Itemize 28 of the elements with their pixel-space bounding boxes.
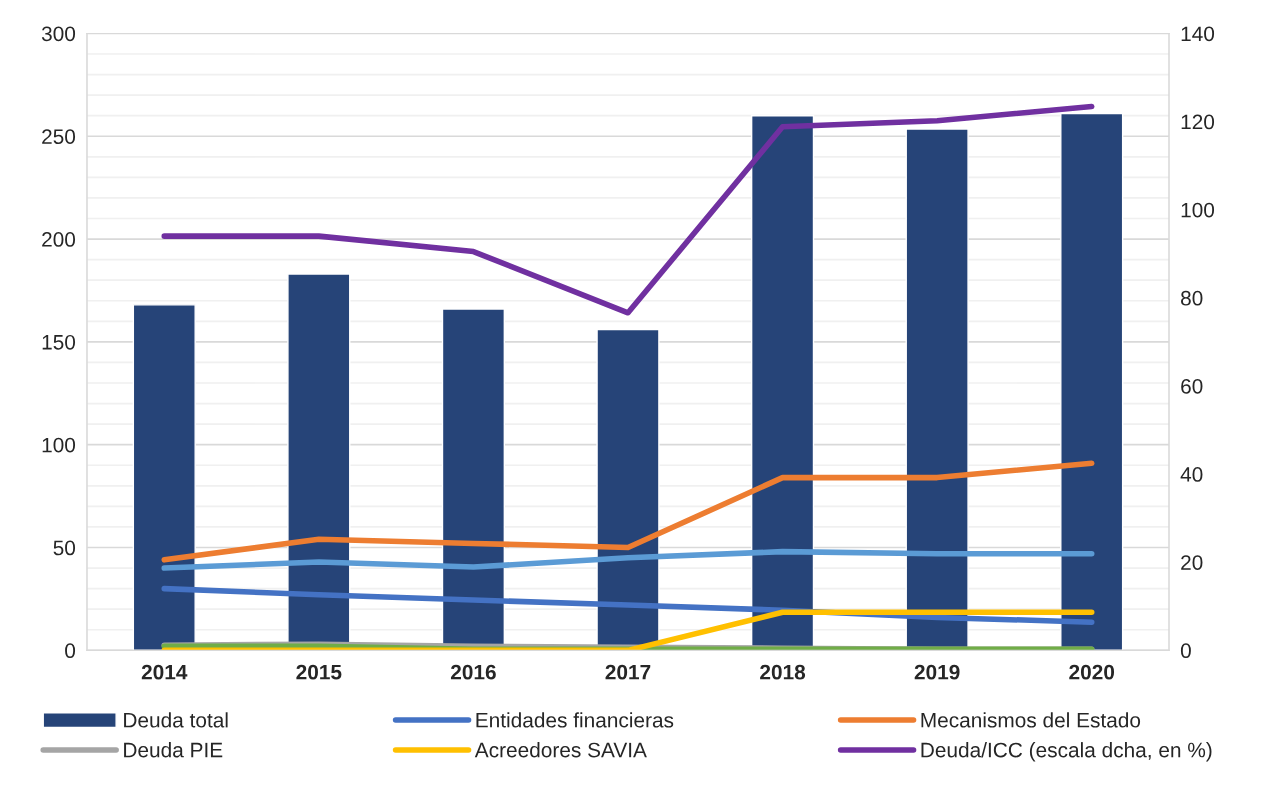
- x-tick-label: 2018: [760, 664, 806, 680]
- y2-tick-label: 20: [1181, 555, 1203, 570]
- y2-tick-label: 120: [1181, 114, 1215, 130]
- y2-tick-label: 40: [1180, 467, 1203, 482]
- legend-label: Deuda PIE: [124, 742, 223, 758]
- y2-tick-label: 140: [1181, 26, 1215, 42]
- y-tick-label: 200: [42, 232, 76, 247]
- x-tick-label: 2015: [296, 664, 342, 680]
- x-tick-label: 2014: [141, 664, 188, 680]
- x-tick-label: 2019: [914, 664, 960, 680]
- y-tick-label: 150: [42, 334, 76, 350]
- y-tick-label: 300: [41, 26, 76, 42]
- legend-label: Deuda total: [124, 712, 228, 728]
- legend-label: Entidades financieras: [476, 712, 674, 728]
- y-tick-label: 50: [53, 540, 76, 556]
- y2-tick-label: 60: [1181, 378, 1203, 394]
- x-tick-label: 2020: [1069, 664, 1115, 680]
- legend-label: Deuda/ICC (escala dcha, en %): [921, 742, 1212, 762]
- y2-tick-label: 0: [1180, 643, 1191, 659]
- legend-label: Mecanismos del Estado: [921, 712, 1141, 728]
- y-tick-label: 250: [42, 129, 76, 144]
- y2-tick-label: 100: [1181, 202, 1215, 218]
- y2-tick-label: 80: [1181, 290, 1203, 306]
- y-tick-label: 100: [42, 437, 76, 453]
- legend-label: Acreedores SAVIA: [474, 742, 647, 758]
- x-tick-label: 2016: [450, 664, 496, 680]
- y-tick-label: 0: [65, 643, 76, 659]
- x-tick-label: 2017: [605, 664, 651, 680]
